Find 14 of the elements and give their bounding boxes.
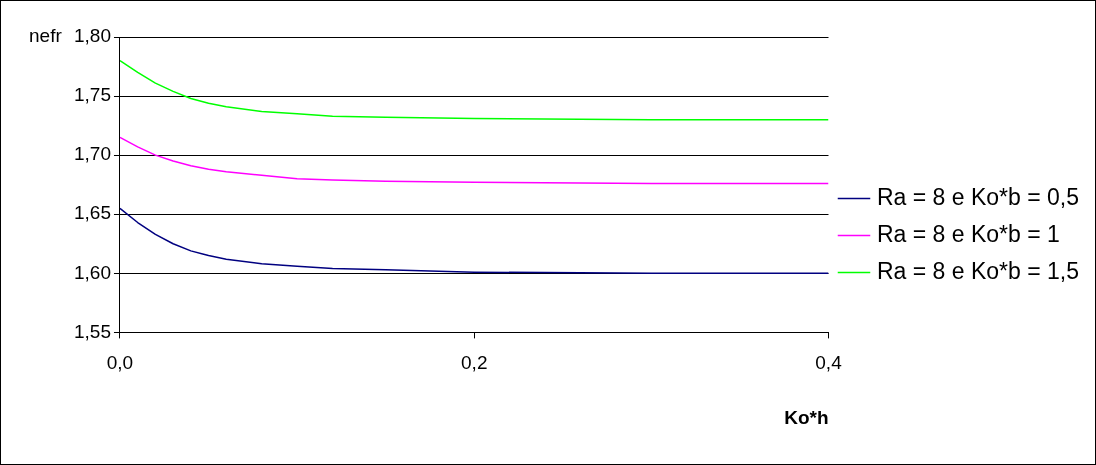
x-axis-title: Ko*h [784, 406, 829, 428]
y-tick-label: 1,70 [74, 143, 111, 165]
y-tick-label: 1,60 [74, 261, 111, 283]
legend-label: Ra = 8 e Ko*b = 0,5 [877, 183, 1080, 210]
legend-label: Ra = 8 e Ko*b = 1,5 [877, 257, 1080, 284]
legend-label: Ra = 8 e Ko*b = 1 [877, 220, 1060, 247]
y-tick-label: 1,65 [74, 202, 111, 224]
y-tick-label: 1,55 [74, 320, 111, 342]
y-axis-title: nefr [29, 25, 63, 47]
x-tick-label: 0,4 [815, 352, 843, 374]
x-tick-label: 0,2 [461, 352, 488, 374]
y-tick-label: 1,80 [74, 25, 111, 47]
x-tick-label: 0,0 [106, 352, 134, 374]
y-tick-label: 1,75 [74, 84, 111, 106]
